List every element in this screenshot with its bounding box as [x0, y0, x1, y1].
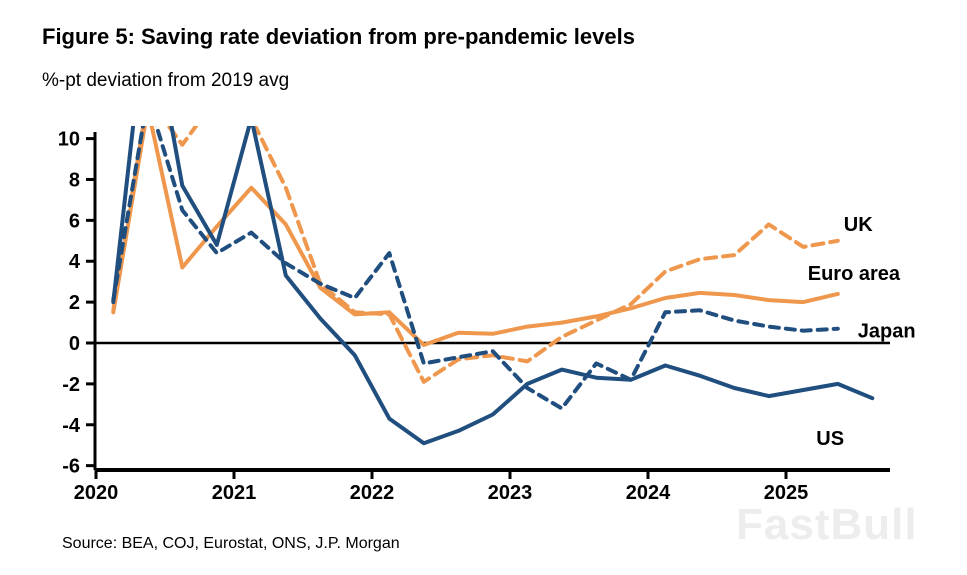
figure-title: Figure 5: Saving rate deviation from pre… — [42, 24, 635, 49]
y-tick-label: 10 — [58, 129, 80, 151]
x-tick-label: 2024 — [626, 482, 671, 504]
x-tick-label: 2025 — [764, 482, 809, 504]
series-line-us — [111, 126, 875, 446]
y-tick-label: -6 — [62, 456, 80, 478]
x-tick-label: 2023 — [488, 482, 533, 504]
series-label-japan: Japan — [858, 321, 916, 343]
series-line-japan — [111, 126, 840, 411]
series-line-uk — [111, 126, 840, 384]
y-tick-label: 2 — [69, 292, 80, 314]
y-tick-label: 0 — [69, 333, 80, 355]
series-label-euro-area: Euro area — [808, 263, 901, 285]
series-line-euro-area — [111, 126, 840, 347]
figure-subtitle: %-pt deviation from 2019 avg — [42, 70, 290, 91]
x-tick-label: 2021 — [212, 482, 257, 504]
y-tick-label: 6 — [69, 210, 80, 232]
y-tick-label: 8 — [69, 169, 80, 191]
x-tick-label: 2022 — [350, 482, 395, 504]
source-note: Source: BEA, COJ, Eurostat, ONS, J.P. Mo… — [62, 535, 400, 552]
series-label-us: US — [816, 428, 844, 450]
y-tick-label: -2 — [62, 374, 80, 396]
x-tick-label: 2020 — [74, 482, 119, 504]
series-label-uk: UK — [844, 214, 873, 236]
watermark: FastBull — [736, 500, 918, 549]
y-tick-label: -4 — [62, 415, 81, 437]
y-tick-label: 4 — [69, 251, 81, 273]
